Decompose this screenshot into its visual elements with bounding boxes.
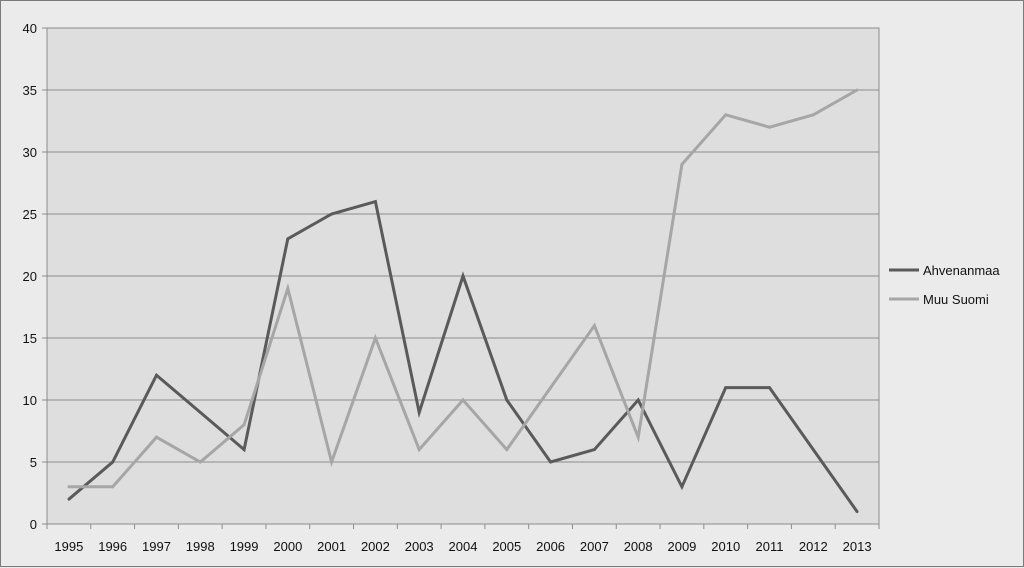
x-tick-label-2004: 2004 [449, 539, 478, 554]
series-1-point-1995 [67, 485, 71, 489]
y-tick-label-0: 0 [30, 517, 37, 532]
series-0-point-1995 [67, 497, 71, 501]
series-1-point-2007 [592, 324, 596, 327]
series-0-point-2008 [636, 398, 640, 402]
series-1-point-2006 [549, 386, 552, 389]
x-tick-label-2012: 2012 [799, 539, 828, 554]
y-tick-label-20: 20 [23, 269, 37, 284]
x-tick-label-2009: 2009 [667, 539, 696, 554]
series-0-point-2002 [374, 200, 377, 204]
series-1-point-2003 [417, 448, 421, 451]
series-0-point-2009 [680, 485, 684, 489]
series-0-point-2011 [768, 386, 771, 389]
series-0-point-2010 [724, 386, 728, 389]
series-0-point-2003 [417, 411, 421, 414]
x-tick-label-2013: 2013 [843, 539, 872, 554]
series-1-point-2002 [374, 336, 377, 340]
x-tick-label-2007: 2007 [580, 539, 609, 554]
series-0-point-2013 [855, 510, 859, 513]
series-0-point-1999 [242, 448, 246, 451]
x-tick-label-2011: 2011 [756, 539, 784, 554]
series-1-point-2001 [330, 460, 334, 464]
series-1-point-2012 [811, 113, 815, 117]
series-1-point-2008 [636, 435, 640, 439]
x-tick-label-1996: 1996 [98, 539, 127, 554]
series-1-point-1998 [198, 460, 202, 464]
series-1-point-1999 [242, 423, 246, 427]
series-0-point-2007 [592, 448, 596, 451]
y-tick-label-30: 30 [23, 145, 37, 160]
series-0-point-1996 [111, 460, 115, 464]
series-0-point-2006 [549, 460, 552, 464]
x-tick-label-2001: 2001 [317, 539, 346, 554]
legend-label-1: Muu Suomi [923, 292, 989, 307]
y-tick-label-15: 15 [23, 331, 37, 346]
x-tick-label-2006: 2006 [536, 539, 565, 554]
legend-label-0: Ahvenanmaa [923, 263, 1000, 278]
series-1-point-2004 [461, 398, 465, 402]
x-tick-label-2003: 2003 [405, 539, 434, 554]
x-tick-label-2008: 2008 [624, 539, 653, 554]
x-tick-label-2010: 2010 [711, 539, 740, 554]
y-tick-label-25: 25 [23, 207, 37, 222]
series-1-point-2005 [505, 448, 509, 451]
series-1-point-2011 [768, 125, 771, 129]
series-0-point-1998 [198, 411, 202, 414]
series-0-point-2012 [811, 448, 815, 451]
series-1-point-2009 [680, 163, 684, 166]
x-tick-label-2005: 2005 [492, 539, 521, 554]
x-tick-label-1999: 1999 [230, 539, 259, 554]
y-tick-label-35: 35 [23, 83, 37, 98]
series-0-point-2004 [461, 274, 465, 278]
x-tick-label-2002: 2002 [361, 539, 390, 554]
series-1-point-1997 [155, 435, 158, 439]
y-tick-label-10: 10 [23, 393, 37, 408]
series-0-point-2005 [505, 398, 509, 402]
y-tick-label-40: 40 [23, 21, 37, 36]
x-tick-label-1997: 1997 [142, 539, 171, 554]
series-0-point-2001 [330, 212, 334, 216]
series-1-point-2010 [724, 113, 728, 117]
series-0-point-1997 [155, 373, 158, 377]
y-tick-label-5: 5 [30, 455, 37, 470]
x-tick-label-1995: 1995 [54, 539, 83, 554]
x-tick-label-2000: 2000 [273, 539, 302, 554]
x-tick-label-1998: 1998 [186, 539, 215, 554]
series-1-point-2013 [855, 88, 859, 92]
series-1-point-1996 [111, 485, 115, 489]
series-0-point-2000 [286, 237, 290, 241]
series-1-point-2000 [286, 287, 290, 290]
